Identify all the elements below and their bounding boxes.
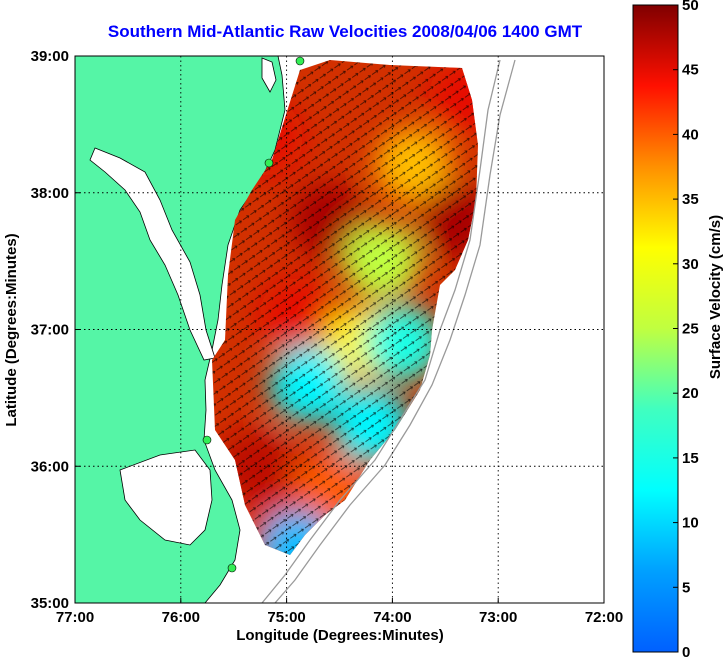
x-tick-label: 76:00 bbox=[162, 609, 200, 626]
y-tick-label: 39:00 bbox=[31, 48, 69, 65]
x-tick-label: 73:00 bbox=[479, 609, 517, 626]
colorbar-tick-label: 50 bbox=[682, 0, 699, 14]
radar-site-marker bbox=[264, 158, 274, 168]
y-axis-label: Latitude (Degrees:Minutes) bbox=[3, 233, 20, 426]
shelf-contour bbox=[261, 59, 501, 603]
pamlico-sound bbox=[119, 449, 213, 546]
colorbar-tick-label: 25 bbox=[682, 321, 699, 338]
chart-title: Southern Mid-Atlantic Raw Velocities 200… bbox=[107, 22, 583, 41]
delaware-bay bbox=[261, 57, 277, 93]
x-tick-label: 75:00 bbox=[267, 609, 305, 626]
chesapeake-bay bbox=[89, 147, 216, 361]
x-tick-label: 72:00 bbox=[585, 609, 623, 626]
colorbar bbox=[632, 4, 679, 653]
colorbar-tick-label: 30 bbox=[682, 256, 699, 273]
colorbar-tick-label: 5 bbox=[682, 579, 690, 596]
radar-site-marker bbox=[202, 435, 212, 445]
radar-site-marker bbox=[227, 563, 237, 573]
colorbar-label: Surface Velocity (cm/s) bbox=[707, 215, 724, 379]
colorbar-tick-label: 40 bbox=[682, 126, 699, 143]
shelf-contour bbox=[274, 59, 516, 603]
y-tick-label: 36:00 bbox=[31, 458, 69, 475]
colorbar-tick-label: 10 bbox=[682, 515, 699, 532]
x-tick-label: 74:00 bbox=[373, 609, 411, 626]
colorbar-tick-label: 15 bbox=[682, 450, 699, 467]
x-axis-label: Longitude (Degrees:Minutes) bbox=[236, 627, 444, 644]
y-tick-label: 37:00 bbox=[31, 322, 69, 339]
colorbar-tick-label: 20 bbox=[682, 385, 699, 402]
colorbar-tick-label: 35 bbox=[682, 191, 699, 208]
y-tick-label: 38:00 bbox=[31, 185, 69, 202]
colorbar-tick-label: 45 bbox=[682, 62, 699, 79]
x-tick-label: 77:00 bbox=[56, 609, 94, 626]
y-tick-label: 35:00 bbox=[31, 595, 69, 612]
grid-lines bbox=[75, 56, 604, 603]
radar-site-marker bbox=[295, 56, 305, 66]
colorbar-tick-label: 0 bbox=[682, 644, 690, 659]
